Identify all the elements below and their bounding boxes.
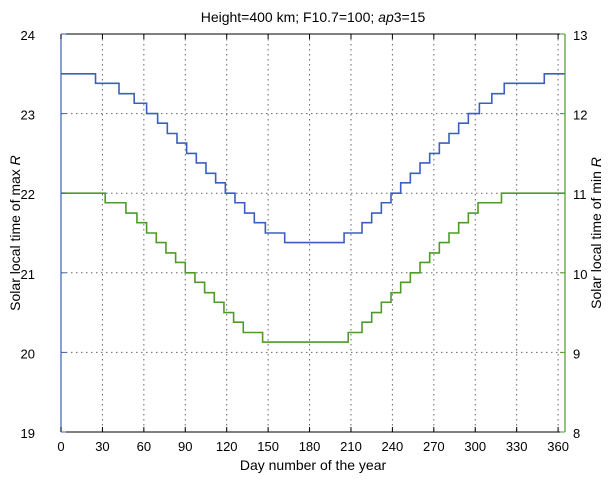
y-axis-left-label: Solar local time of max R [7,155,23,311]
y-right-tick-label: 10 [573,267,587,282]
x-tick-label: 360 [547,439,569,454]
y-axis-right-label: Solar local time of min R [588,157,604,309]
x-tick-label: 120 [216,439,238,454]
x-tick-label: 330 [506,439,528,454]
chart-title: Height=400 km; F10.7=100; ap3=15 [201,9,426,25]
series-line-2 [61,192,565,343]
x-tick-label: 210 [340,439,362,454]
series-lines [61,73,565,343]
y-right-tick-label: 9 [573,346,580,361]
x-tick-label: 0 [57,439,64,454]
tick-labels: 0 30 60 90 120 150 180 210 240 270 300 330 360 19 20 21… [21,28,588,454]
y-right-tick-label: 13 [573,28,587,43]
y-left-tick-label: 24 [21,28,35,43]
y-left-tick-label: 20 [21,346,35,361]
x-tick-label: 60 [137,439,151,454]
series-line-1 [61,73,565,244]
y-left-tick-label: 19 [21,426,35,441]
y-right-tick-label: 8 [573,426,580,441]
x-tick-label: 270 [423,439,445,454]
x-tick-label: 300 [464,439,486,454]
x-tick-label: 150 [257,439,279,454]
x-axis-label: Day number of the year [240,457,387,473]
x-tick-label: 30 [95,439,109,454]
y-right-tick-label: 11 [573,187,587,202]
y-left-tick-label: 22 [21,187,35,202]
y-left-tick-label: 23 [21,108,35,123]
y-left-tick-label: 21 [21,267,35,282]
axes [60,33,566,433]
x-tick-label: 90 [178,439,192,454]
x-tick-label: 180 [299,439,321,454]
x-tick-label: 240 [382,439,404,454]
y-right-tick-label: 12 [573,108,587,123]
grid-lines [61,34,565,432]
